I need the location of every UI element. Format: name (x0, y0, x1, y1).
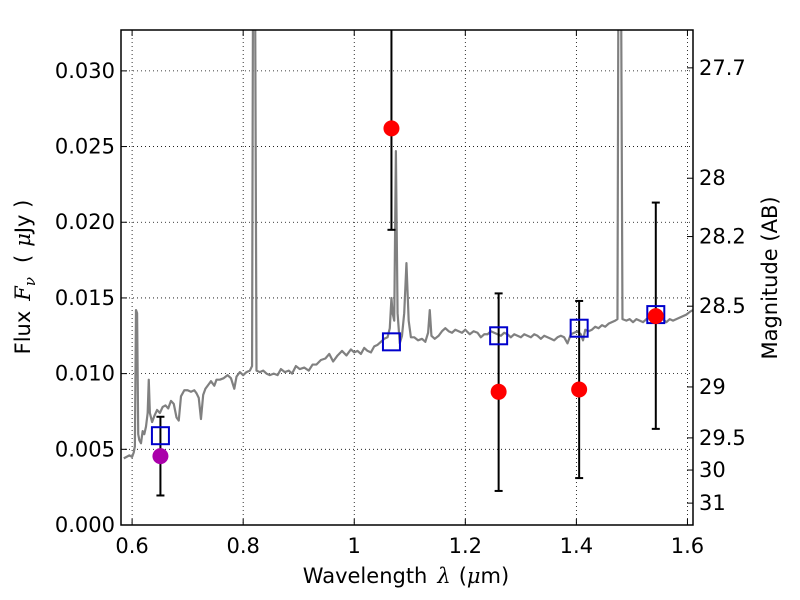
mag-tick-label: 30 (699, 458, 726, 482)
y-tick-label: 0.000 (55, 513, 115, 537)
x-tick-label: 0.8 (226, 534, 259, 558)
x-axis-label-text: Wavelength (303, 564, 428, 588)
data-area (123, 30, 693, 497)
plot-frame (120, 29, 694, 526)
mag-tick-label: 29 (699, 375, 726, 399)
x-tick-label: 1.2 (449, 534, 482, 558)
y2-axis-label: Magnitude (AB) (758, 196, 782, 359)
x-axis-label-unit-rest: m) (481, 564, 510, 588)
x-tick-label: 1.6 (671, 534, 704, 558)
y-axis-label-unit-symbol: μ (11, 233, 35, 247)
model-point (489, 326, 509, 346)
y-tick-label: 0.010 (55, 362, 115, 386)
mag-tick-label: 28 (699, 166, 726, 190)
measured-point (647, 308, 664, 325)
y-axis-label-text: Flux (11, 311, 35, 355)
model-point (150, 426, 170, 446)
spectrum-line (123, 30, 693, 460)
mag-tick-label: 27.7 (699, 56, 746, 80)
y-tick-label: 0.005 (55, 437, 115, 461)
measured-point (383, 120, 400, 137)
x-axis-label-symbol: λ (436, 564, 450, 588)
x-tick-label: 1 (348, 534, 361, 558)
y-axis-label: Flux Fν ( μJy ) (11, 200, 39, 355)
ticks: 0.6 0.8 1 1.2 1.4 1.6 0.000 0.005 0.010 0.015 0.02… (55, 30, 746, 558)
mag-tick-label: 29.5 (699, 426, 746, 450)
y-tick-label: 0.020 (55, 210, 115, 234)
mag-tick-label: 28.5 (699, 294, 746, 318)
model-point (569, 318, 589, 338)
x-axis-label-unit-open: ( (459, 564, 467, 588)
y-axis-label-symbol: F (11, 285, 35, 302)
y-axis-label-unit-rest: Jy ) (11, 200, 35, 236)
y-tick-label: 0.015 (55, 286, 115, 310)
measured-point (490, 383, 507, 400)
y-tick-label: 0.030 (55, 59, 115, 83)
x-tick-label: 1.4 (560, 534, 593, 558)
model-point (381, 332, 401, 352)
y-axis-label-unit-open: ( (11, 255, 35, 263)
y-axis-label-subscript: ν (21, 277, 39, 286)
y-tick-label: 0.025 (55, 135, 115, 159)
measured-point (152, 448, 169, 465)
mag-tick-label: 31 (699, 491, 726, 515)
mag-tick-label: 28.2 (699, 225, 746, 249)
x-axis-label-unit-symbol: μ (467, 564, 481, 588)
measured-point (571, 381, 588, 398)
x-axis-label: Wavelength λ (μm) (303, 564, 509, 588)
x-tick-label: 0.6 (115, 534, 148, 558)
